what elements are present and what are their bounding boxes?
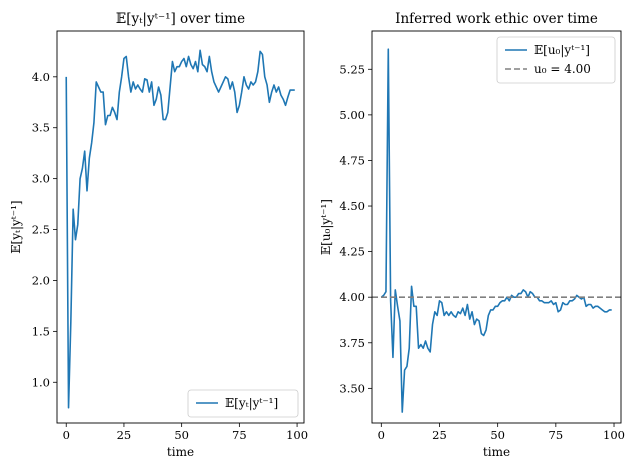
y-tick-label: 5.25 <box>339 62 365 76</box>
y-tick-label: 4.0 <box>32 70 50 84</box>
x-tick-label: 50 <box>490 428 505 442</box>
chart-title: 𝔼[yₜ|yᵗ⁻¹] over time <box>116 11 245 27</box>
legend: 𝔼[u₀|yᵗ⁻¹] u₀ = 4.00 <box>496 36 616 84</box>
chart-title: Inferred work ethic over time <box>395 11 598 27</box>
y-tick-label: 3.50 <box>339 381 365 395</box>
series-line <box>65 49 295 409</box>
x-tick-label: 50 <box>174 428 189 442</box>
x-tick-label: 100 <box>286 428 308 442</box>
legend-box <box>496 36 616 84</box>
y-axis-label: 𝔼[u₀|yᵗ⁻¹] <box>319 199 333 255</box>
legend-label: 𝔼[u₀|yᵗ⁻¹] <box>534 43 590 57</box>
x-axis-label: time <box>483 445 510 459</box>
y-tick-label: 4.00 <box>339 290 365 304</box>
chart-panel-1: 𝔼[yₜ|yᵗ⁻¹] over time 0 25 50 75 100 1.0 1.5 2.0 2… <box>9 11 308 459</box>
x-tick-label: 0 <box>63 428 70 442</box>
x-tick-label: 25 <box>432 428 447 442</box>
y-tick-label: 4.25 <box>339 245 365 259</box>
plot-frame <box>56 30 305 424</box>
y-tick-label: 3.5 <box>32 121 50 135</box>
plot-frame <box>371 30 622 424</box>
legend-label: u₀ = 4.00 <box>534 62 591 76</box>
y-axis-label: 𝔼[yₜ|yᵗ⁻¹] <box>9 200 23 253</box>
x-tick-label: 75 <box>549 428 564 442</box>
x-tick-label: 25 <box>117 428 132 442</box>
y-tick-label: 4.75 <box>339 153 365 167</box>
chart-panel-2: Inferred work ethic over time 0 25 50 75 100 3… <box>319 11 625 459</box>
y-tick-label: 2.0 <box>32 273 50 287</box>
y-tick-label: 1.0 <box>32 375 50 389</box>
legend: 𝔼[yₜ|yᵗ⁻¹] <box>187 389 299 418</box>
y-tick-label: 5.00 <box>339 108 365 122</box>
x-tick-label: 75 <box>232 428 247 442</box>
y-tick-label: 1.5 <box>32 324 50 338</box>
x-tick-label: 100 <box>603 428 625 442</box>
legend-box <box>187 389 299 418</box>
y-tick-label: 3.0 <box>32 172 50 186</box>
series-line <box>380 48 612 413</box>
y-tick-label: 4.50 <box>339 199 365 213</box>
legend-label: 𝔼[yₜ|yᵗ⁻¹] <box>225 396 278 410</box>
y-tick-label: 3.75 <box>339 336 365 350</box>
x-axis-label: time <box>167 445 194 459</box>
y-tick-label: 2.5 <box>32 223 50 237</box>
x-tick-label: 0 <box>378 428 385 442</box>
